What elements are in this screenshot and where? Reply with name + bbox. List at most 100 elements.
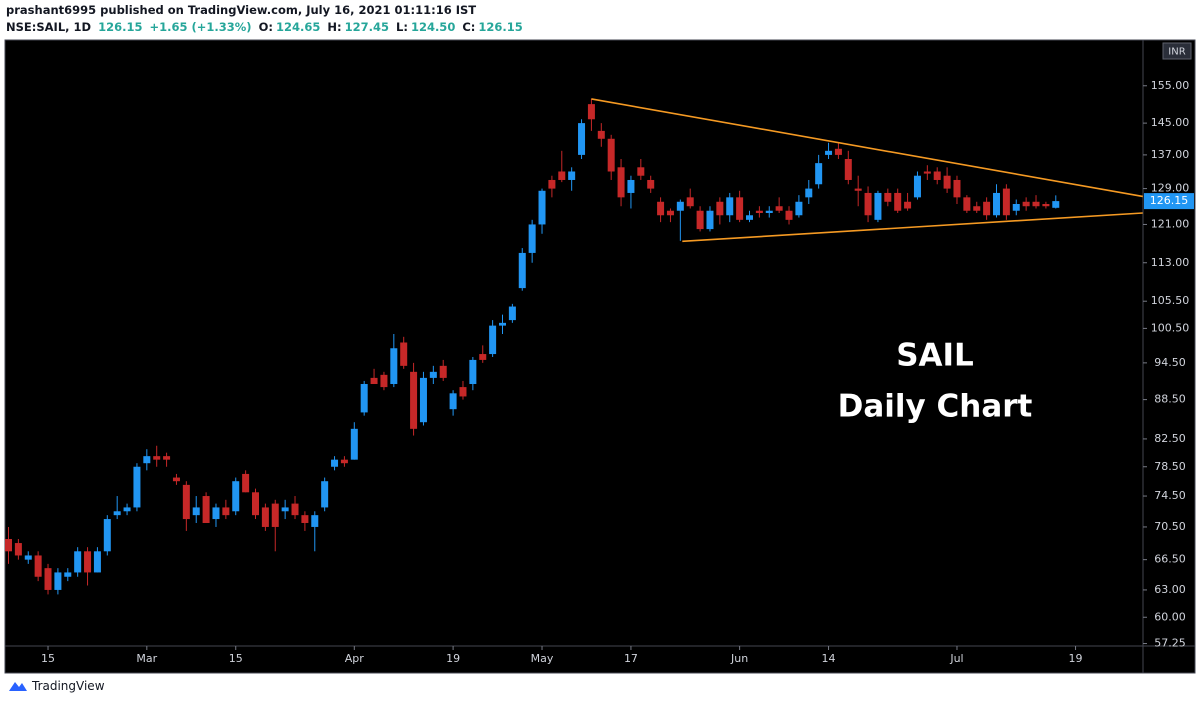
candle-body [301,515,309,523]
candle-body [578,123,586,155]
candle-body [666,210,674,216]
candle-body [795,201,803,216]
candle-body [854,188,862,191]
candle-body [884,192,892,202]
candle-body [123,507,131,512]
candle-body [449,393,457,410]
candle-body [350,428,358,460]
candle-body [676,201,684,211]
y-tick-label: 105.50 [1151,294,1190,307]
candle-body [765,210,773,213]
candle-body [74,551,82,573]
candle-body [913,175,921,198]
candle-body [755,210,763,213]
candle-body [281,507,289,512]
candle-body [785,210,793,220]
candle-body [963,197,971,211]
y-tick-label: 78.50 [1154,460,1186,473]
candle-body [44,568,52,590]
candle-body [311,515,319,527]
candle-body [568,171,576,180]
candle-body [627,179,635,193]
candle-body [874,192,882,220]
candle-body [548,179,556,189]
candle-body [291,503,299,516]
candle-body [1022,201,1030,207]
candle-body [439,365,447,378]
candle-body [242,473,250,493]
y-tick-label: 63.00 [1154,583,1186,596]
candle-body [746,215,753,220]
candle-body [143,456,151,464]
candle-body [24,555,32,560]
candle-body [331,459,339,467]
candle-body [617,167,625,198]
candle-body [923,171,931,174]
candle-body [380,374,388,388]
y-tick-label: 60.00 [1154,610,1186,623]
candle-body [419,377,427,423]
x-tick-label: 15 [41,652,55,665]
candle-body [93,551,101,573]
candle-body [587,104,595,120]
candle-body [202,496,210,523]
candle-body [528,224,536,253]
candle-body [390,348,398,385]
x-tick-label: Jul [949,652,963,665]
candle-body [469,359,477,385]
unit-box [1162,42,1192,60]
price-scale-unit: INR [1168,47,1185,58]
candle-body [1012,203,1020,211]
candle-body [1042,203,1050,207]
candle-body [894,192,902,211]
candle-body [805,188,813,198]
candle-body [508,306,516,321]
y-tick-label: 121.00 [1151,217,1190,230]
high-value: 127.45 [344,20,389,34]
publisher: prashant6995 published on TradingView.co… [6,3,477,17]
candle-body [844,159,852,180]
y-tick-label: 113.00 [1151,256,1190,269]
symbol-line: NSE:SAIL, 1D 126.15 +1.65 (+1.33%) O: 124… [6,19,526,36]
candle-body [163,456,171,460]
y-tick-label: 145.00 [1151,116,1190,129]
change: +1.65 (+1.33%) [149,20,252,34]
x-tick-label: 17 [624,652,638,665]
x-tick-label: 19 [446,652,460,665]
candle-body [172,477,180,482]
trendline [591,98,1143,198]
candle-body [953,179,961,198]
candle-body [64,572,72,577]
candle-body [904,201,912,209]
candle-body [973,206,981,211]
candle-body [232,481,240,512]
candle-body [558,171,566,180]
close-label: C: [462,20,476,34]
x-tick-label: 14 [822,652,836,665]
logo [9,682,27,691]
open-label: O: [258,20,273,34]
publisher-line: prashant6995 published on TradingView.co… [6,2,526,19]
candle-body [933,171,941,180]
low-value: 124.50 [410,20,456,34]
candle-body [429,371,437,378]
candle-body [261,507,269,527]
candle-body [222,507,230,516]
candle-body [736,197,744,220]
candle-body [212,507,220,520]
candle-body [993,192,1000,216]
candle-body [499,322,506,326]
candle-body [716,201,724,216]
candle-body [34,555,42,577]
y-tick-label: 82.50 [1154,432,1186,445]
y-tick-label: 129.00 [1151,182,1190,195]
candle-body [271,503,279,527]
footer-text: TradingView [32,679,105,693]
chart-background [4,39,1196,674]
y-tick-label: 155.00 [1151,79,1190,92]
candle-body [607,138,615,172]
candle-body [815,163,823,185]
header: prashant6995 published on TradingView.co… [6,2,526,36]
candle-body [706,210,714,230]
